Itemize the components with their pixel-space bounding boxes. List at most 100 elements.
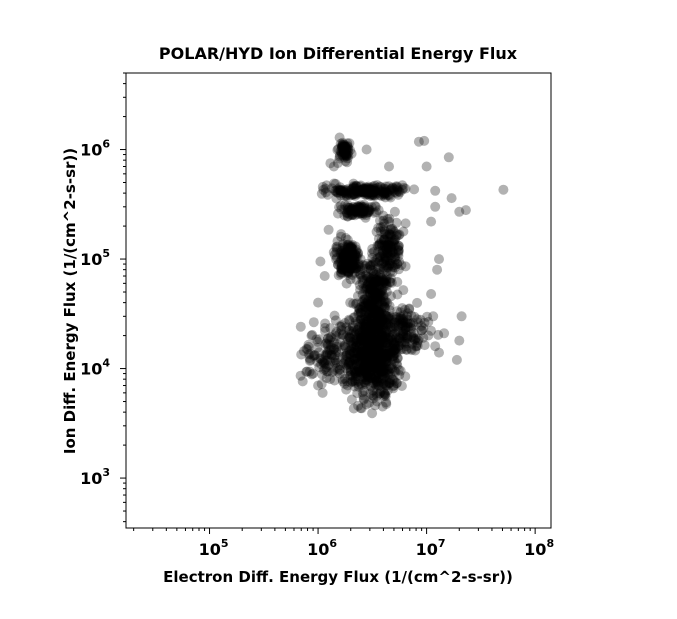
data-point	[345, 367, 356, 377]
data-point	[349, 253, 360, 264]
data-point	[391, 332, 402, 343]
data-point	[365, 337, 376, 348]
data-point	[384, 213, 395, 224]
data-point	[361, 273, 372, 284]
data-point	[393, 319, 404, 330]
data-point	[352, 266, 363, 277]
data-point	[353, 379, 364, 390]
data-point	[378, 319, 389, 330]
data-point	[362, 363, 373, 374]
data-point	[385, 321, 396, 332]
data-point	[362, 258, 373, 269]
data-point	[366, 274, 376, 285]
data-point	[363, 329, 374, 340]
data-point	[343, 325, 354, 336]
data-point	[355, 362, 366, 373]
data-point	[374, 320, 385, 331]
data-point	[362, 338, 373, 349]
data-point	[390, 337, 401, 348]
data-point	[372, 310, 383, 321]
data-point	[381, 326, 391, 336]
data-point	[336, 320, 347, 331]
data-point	[340, 250, 351, 261]
data-point	[389, 350, 400, 361]
data-point	[368, 185, 379, 196]
data-point	[336, 143, 347, 154]
data-point	[379, 256, 390, 267]
data-point	[360, 361, 371, 372]
data-point	[370, 351, 381, 362]
data-point	[380, 391, 391, 402]
data-point	[342, 242, 353, 253]
data-point	[369, 276, 380, 287]
data-point	[348, 347, 359, 358]
data-point	[380, 357, 391, 368]
data-point	[333, 143, 344, 154]
data-point	[378, 331, 389, 342]
data-point	[367, 183, 378, 193]
data-point	[304, 366, 315, 377]
data-point	[394, 256, 405, 267]
data-point	[385, 231, 396, 242]
data-point	[387, 260, 398, 271]
data-point	[356, 368, 367, 379]
data-point	[341, 244, 352, 255]
data-point	[391, 347, 402, 358]
data-point	[373, 241, 384, 251]
data-point	[360, 284, 370, 295]
data-point	[372, 285, 383, 296]
data-point	[360, 378, 371, 389]
data-point	[381, 274, 392, 285]
data-point	[372, 340, 383, 351]
data-point	[372, 298, 383, 309]
data-point	[356, 357, 366, 368]
data-point	[348, 260, 359, 271]
data-point	[382, 348, 393, 359]
data-point	[350, 348, 361, 359]
data-point	[353, 303, 364, 314]
data-point	[377, 258, 388, 269]
data-point	[358, 331, 369, 341]
data-point	[341, 187, 351, 198]
data-point	[339, 373, 350, 384]
data-point	[378, 215, 389, 226]
data-point	[390, 240, 401, 251]
data-point	[351, 333, 362, 344]
data-point	[376, 182, 387, 193]
data-point	[382, 214, 393, 224]
data-point	[396, 337, 407, 348]
data-point	[364, 361, 375, 372]
data-point	[358, 183, 369, 194]
data-point	[355, 330, 366, 341]
data-point	[394, 370, 405, 380]
data-point	[296, 349, 307, 360]
data-point	[354, 321, 364, 332]
data-point	[369, 307, 380, 317]
data-point	[354, 367, 365, 378]
data-point	[357, 208, 368, 219]
data-point	[362, 187, 373, 198]
data-point	[382, 231, 393, 242]
data-point	[360, 361, 371, 372]
data-point	[340, 148, 351, 159]
data-point	[350, 375, 361, 386]
data-point	[365, 358, 376, 369]
data-point	[377, 342, 388, 353]
data-point	[385, 345, 395, 356]
data-point	[361, 187, 372, 198]
data-point	[368, 391, 379, 401]
data-point	[357, 324, 368, 335]
data-point	[365, 366, 376, 376]
data-point	[384, 332, 395, 343]
data-point	[361, 335, 372, 346]
data-point	[363, 206, 374, 217]
data-point	[347, 258, 358, 269]
data-point	[337, 265, 348, 275]
data-point	[304, 353, 315, 364]
data-point	[365, 260, 375, 271]
data-point	[370, 256, 381, 267]
data-point	[371, 387, 382, 398]
data-point	[348, 183, 359, 193]
data-point	[344, 263, 355, 274]
data-point	[332, 187, 343, 198]
